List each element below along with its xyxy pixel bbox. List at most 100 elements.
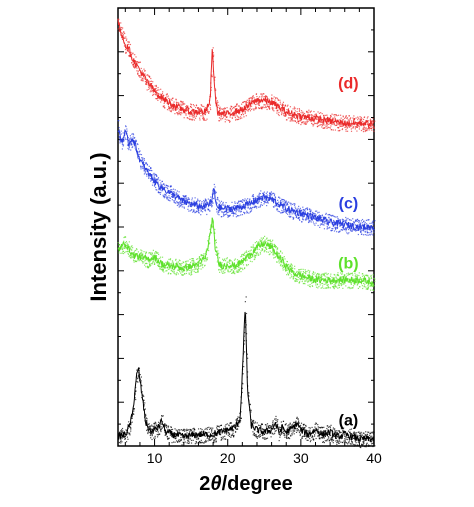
- data-point: [173, 191, 176, 193]
- data-point: [190, 270, 192, 272]
- data-point: [288, 433, 290, 436]
- data-point: [155, 186, 157, 189]
- data-point: [132, 136, 134, 138]
- data-point: [234, 273, 236, 275]
- data-point: [284, 115, 286, 117]
- data-point: [274, 99, 276, 101]
- data-point: [199, 199, 201, 202]
- data-point: [315, 286, 318, 288]
- data-point: [166, 198, 168, 200]
- data-point: [132, 247, 134, 249]
- data-point: [178, 440, 180, 442]
- data-point: [330, 283, 332, 285]
- data-point: [306, 429, 308, 432]
- data-point: [312, 115, 314, 117]
- data-point: [293, 116, 295, 119]
- data-point: [344, 434, 346, 436]
- data-point: [189, 258, 191, 260]
- data-point: [310, 116, 312, 119]
- data-point: [155, 87, 157, 90]
- data-point: [291, 117, 293, 119]
- data-point: [178, 109, 181, 111]
- data-point: [170, 273, 172, 275]
- data-point: [285, 201, 287, 203]
- data-point: [246, 371, 249, 373]
- data-point: [280, 257, 282, 259]
- data-point: [224, 260, 227, 262]
- data-point: [174, 441, 176, 443]
- data-point: [233, 272, 235, 274]
- data-point: [168, 106, 170, 108]
- data-point: [249, 110, 252, 112]
- data-point: [207, 209, 210, 211]
- data-point: [251, 246, 253, 248]
- data-point: [174, 189, 176, 191]
- data-point: [372, 289, 374, 291]
- data-point: [224, 210, 226, 213]
- data-point: [365, 225, 368, 227]
- data-point: [220, 267, 223, 269]
- data-point: [300, 271, 302, 273]
- data-point: [193, 270, 195, 273]
- data-point: [259, 253, 262, 255]
- data-point: [187, 105, 189, 107]
- data-point: [252, 434, 254, 436]
- data-point: [262, 434, 264, 436]
- data-point: [131, 245, 133, 247]
- data-point: [249, 250, 251, 252]
- data-point: [150, 178, 152, 180]
- data-point: [228, 210, 231, 212]
- data-point: [211, 205, 213, 207]
- data-point: [310, 282, 313, 284]
- data-point: [254, 205, 256, 207]
- data-point: [134, 145, 136, 147]
- data-point: [255, 436, 257, 438]
- data-point: [326, 427, 328, 430]
- data-point: [185, 113, 187, 115]
- data-point: [175, 193, 177, 195]
- data-point: [140, 380, 142, 382]
- data-point: [304, 280, 306, 283]
- data-point: [341, 226, 344, 229]
- data-point: [335, 121, 337, 123]
- data-point: [147, 74, 149, 76]
- data-point: [231, 261, 234, 263]
- data-point: [219, 271, 221, 273]
- data-point: [304, 121, 306, 123]
- data-point: [273, 254, 275, 256]
- data-point: [260, 245, 263, 247]
- data-point: [143, 251, 145, 253]
- data-point: [345, 228, 347, 231]
- data-point: [318, 426, 320, 429]
- data-point: [270, 101, 272, 104]
- data-point: [271, 106, 273, 108]
- data-point: [175, 101, 178, 103]
- data-point: [264, 249, 266, 251]
- data-point: [307, 215, 310, 218]
- data-point: [252, 95, 254, 97]
- data-point: [216, 100, 218, 102]
- data-point: [140, 166, 142, 168]
- data-point: [164, 262, 166, 265]
- data-point: [333, 284, 335, 286]
- x-axis-label-unit: /degree: [222, 473, 293, 495]
- data-point: [215, 105, 218, 107]
- data-point: [320, 437, 322, 439]
- data-point: [245, 264, 248, 266]
- data-point: [161, 421, 164, 423]
- data-point: [181, 444, 183, 446]
- data-point: [181, 206, 183, 208]
- data-point: [236, 259, 239, 261]
- data-point: [118, 244, 121, 246]
- data-point: [323, 224, 325, 226]
- data-point: [313, 431, 315, 433]
- data-point: [275, 245, 277, 248]
- data-point: [252, 421, 254, 423]
- data-point: [216, 261, 218, 263]
- data-point: [200, 202, 203, 204]
- data-point: [252, 419, 254, 422]
- data-point: [194, 117, 197, 119]
- data-point: [335, 124, 338, 126]
- data-point: [195, 211, 197, 213]
- data-point: [203, 119, 206, 121]
